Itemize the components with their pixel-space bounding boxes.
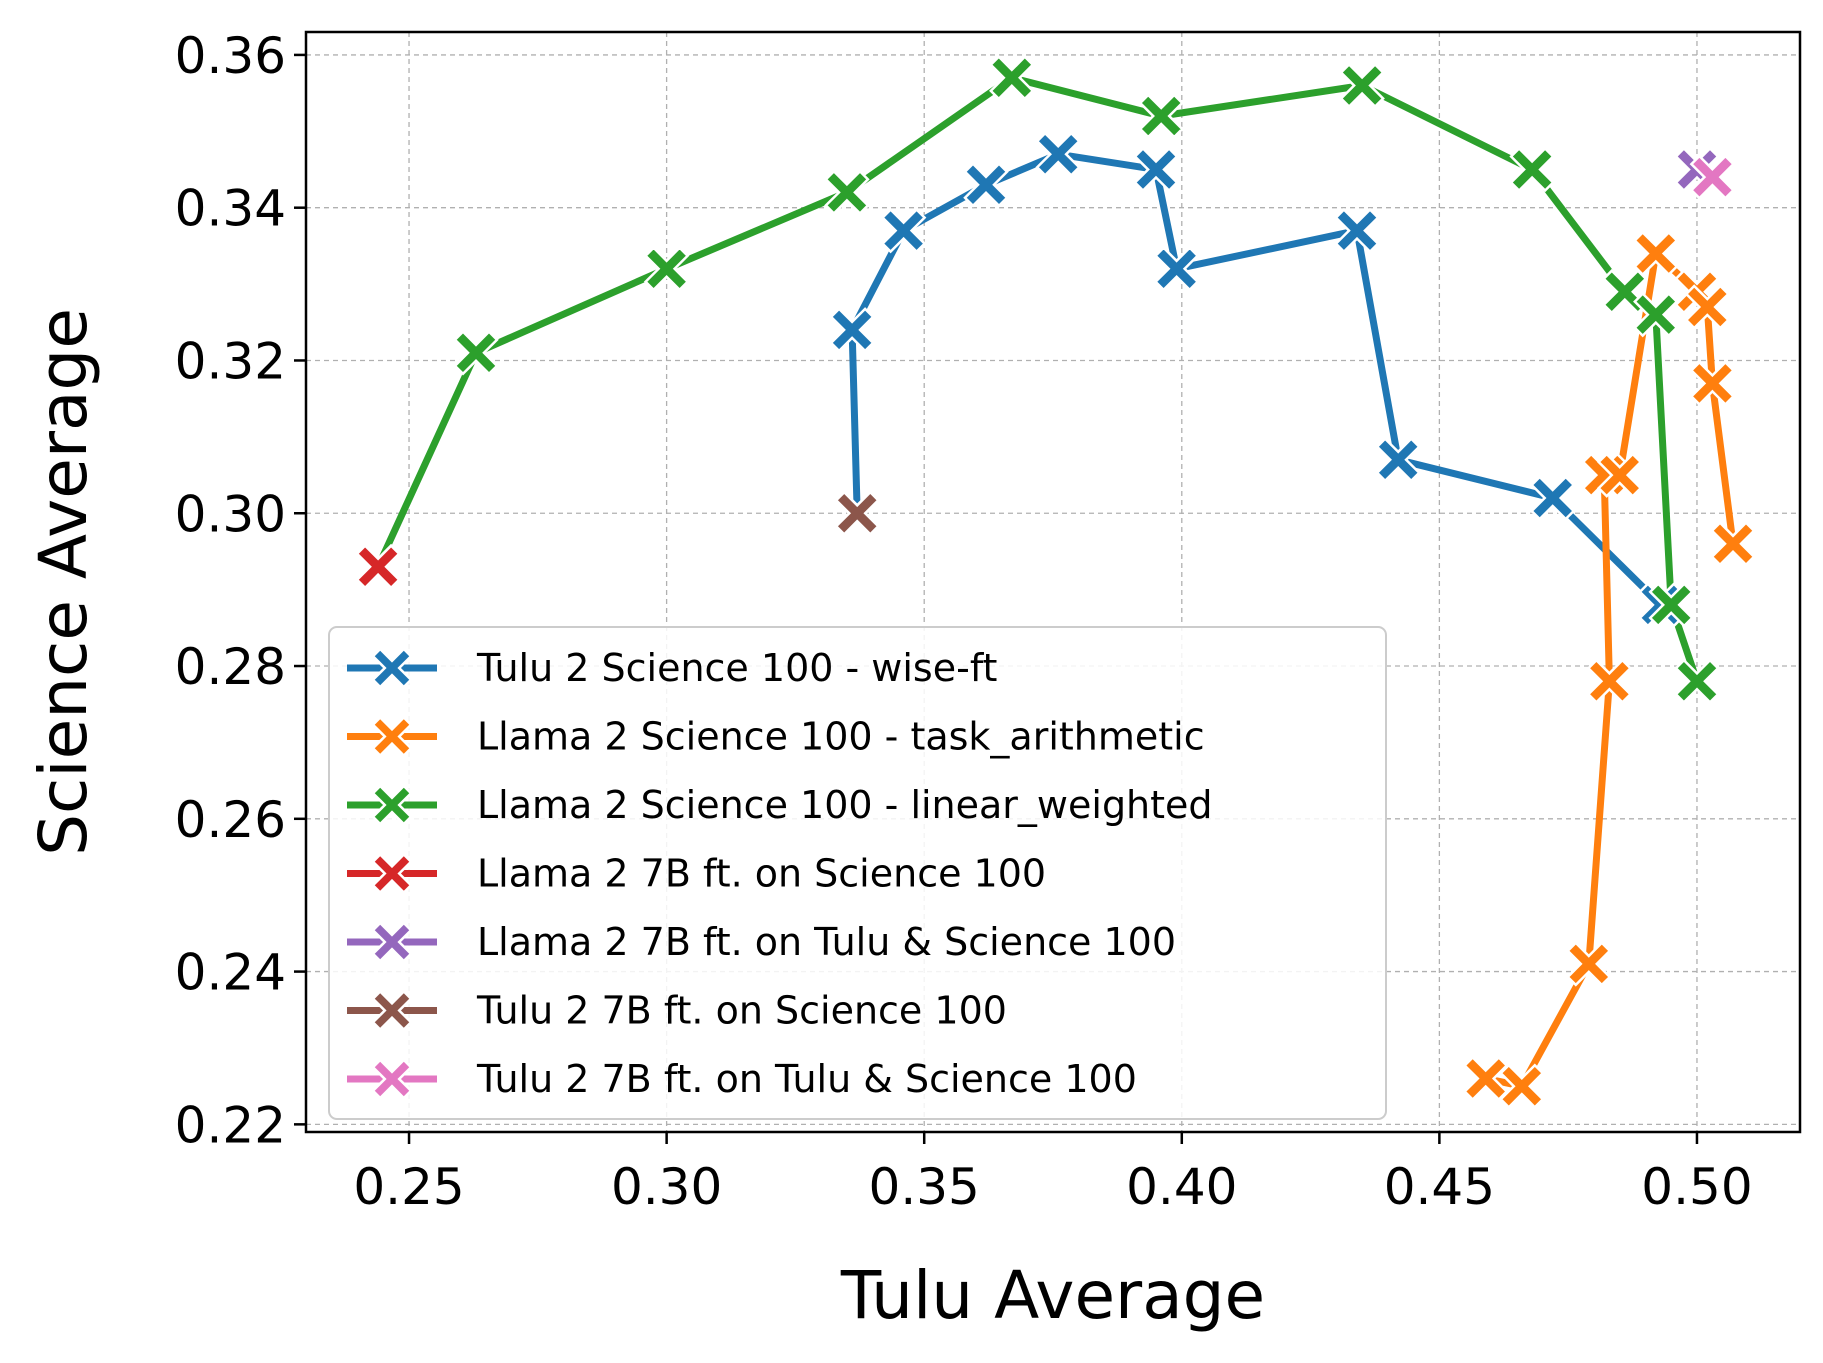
legend-label: Tulu 2 7B ft. on Science 100 — [476, 989, 1007, 1033]
y-tick-label: 0.26 — [175, 791, 286, 849]
x-tick-label: 0.50 — [1641, 1158, 1752, 1216]
legend-label: Llama 2 7B ft. on Tulu & Science 100 — [477, 920, 1176, 964]
legend-label: Llama 2 7B ft. on Science 100 — [477, 852, 1046, 896]
legend: Tulu 2 Science 100 - wise-ft Llama 2 Scie… — [328, 626, 1387, 1120]
data-point-tulu-2-science-100-wise-ft-8 — [1375, 437, 1421, 483]
data-point-llama-2-7b-ft-on-science-100-0 — [355, 543, 401, 590]
data-point-llama-2-science-100-task-arithmetic-9 — [1689, 360, 1736, 407]
data-point-llama-2-science-100-linear-weighted-10 — [1648, 582, 1694, 628]
legend-marker-tulu-2-7b-ft-on-science-100 — [371, 989, 413, 1032]
legend-marker-tulu-2-7b-ft-on-tulu-science-100 — [371, 1058, 413, 1100]
data-point-llama-2-science-100-task-arithmetic-3 — [1586, 658, 1633, 705]
legend-box — [328, 626, 1387, 1120]
data-point-tulu-2-science-100-wise-ft-2 — [880, 207, 927, 254]
series-line-llama-2-science-100-linear-weighted — [374, 74, 1701, 685]
data-point-llama-2-science-100-linear-weighted-3 — [824, 169, 870, 216]
data-point-tulu-2-7b-ft-on-science-100-0 — [834, 490, 880, 537]
plot-frame — [304, 30, 1802, 1134]
data-point-llama-2-science-100-linear-weighted-4 — [989, 55, 1035, 101]
legend-marker-tulu-2-science-100-wise-ft — [371, 647, 413, 689]
data-point-llama-2-science-100-task-arithmetic-2 — [1566, 941, 1612, 987]
data-point-tulu-2-7b-ft-on-tulu-science-100-0 — [1689, 154, 1736, 200]
data-point-tulu-2-science-100-wise-ft-4 — [1035, 131, 1081, 177]
data-point-llama-2-science-100-linear-weighted-1 — [453, 330, 499, 376]
data-point-llama-2-science-100-linear-weighted-5 — [1138, 93, 1184, 139]
data-point-llama-2-science-100-task-arithmetic-0 — [1462, 1055, 1509, 1102]
data-point-llama-2-science-100-task-arithmetic-1 — [1499, 1063, 1545, 1109]
data-point-llama-2-science-100-linear-weighted-7 — [1509, 146, 1555, 193]
data-point-tulu-2-science-100-wise-ft-6 — [1153, 246, 1200, 292]
series-markers — [355, 55, 1756, 1109]
legend-marker-llama-2-science-100-task-arithmetic — [371, 715, 413, 758]
data-point-tulu-2-science-100-wise-ft-5 — [1133, 146, 1179, 193]
legend-label: Llama 2 Science 100 - task_arithmetic — [477, 715, 1205, 759]
data-point-llama-2-science-100-linear-weighted-9 — [1633, 291, 1679, 338]
data-point-tulu-2-science-100-wise-ft-1 — [829, 307, 875, 353]
x-axis-ticks: 0.25 0.30 0.35 0.40 0.45 0.50 — [353, 1132, 1753, 1216]
y-tick-label: 0.28 — [175, 638, 286, 696]
y-tick-label: 0.30 — [175, 485, 286, 543]
y-tick-label: 0.34 — [175, 180, 286, 238]
data-point-llama-2-science-100-task-arithmetic-5 — [1596, 452, 1643, 498]
y-tick-label: 0.22 — [175, 1096, 286, 1154]
x-tick-label: 0.35 — [869, 1158, 980, 1216]
legend-label: Tulu 2 7B ft. on Tulu & Science 100 — [476, 1057, 1137, 1101]
x-tick-label: 0.40 — [1126, 1158, 1237, 1216]
data-point-llama-2-science-100-linear-weighted-6 — [1339, 62, 1385, 109]
data-point-llama-2-science-100-task-arithmetic-8 — [1684, 284, 1731, 330]
x-axis-label: Tulu Average — [840, 1257, 1265, 1334]
y-tick-label: 0.36 — [175, 27, 286, 85]
legend-marker-llama-2-7b-ft-on-tulu-science-100 — [371, 921, 413, 963]
legend-marker-llama-2-7b-ft-on-science-100 — [371, 852, 413, 895]
x-tick-label: 0.30 — [611, 1158, 722, 1216]
legend-marker-llama-2-science-100-linear-weighted — [371, 784, 413, 826]
data-point-llama-2-science-100-task-arithmetic-6 — [1633, 230, 1679, 277]
data-point-llama-2-science-100-task-arithmetic-10 — [1710, 521, 1756, 567]
data-point-llama-2-science-100-linear-weighted-11 — [1674, 658, 1720, 705]
y-axis-ticks: 0.22 0.24 0.26 0.28 0.30 0.32 0.34 0.36 — [175, 27, 306, 1154]
x-tick-label: 0.45 — [1384, 1158, 1495, 1216]
data-point-tulu-2-science-100-wise-ft-9 — [1529, 475, 1576, 521]
legend-label: Llama 2 Science 100 - linear_weighted — [477, 783, 1213, 827]
data-point-llama-2-science-100-linear-weighted-2 — [643, 246, 690, 292]
data-point-tulu-2-science-100-wise-ft-7 — [1334, 207, 1380, 254]
x-tick-label: 0.25 — [353, 1158, 464, 1216]
data-point-tulu-2-science-100-wise-ft-3 — [963, 162, 1009, 208]
y-tick-label: 0.24 — [175, 944, 286, 1002]
legend-label: Tulu 2 Science 100 - wise-ft — [476, 646, 997, 690]
y-axis-label: Science Average — [25, 308, 102, 856]
y-tick-label: 0.32 — [175, 332, 286, 390]
